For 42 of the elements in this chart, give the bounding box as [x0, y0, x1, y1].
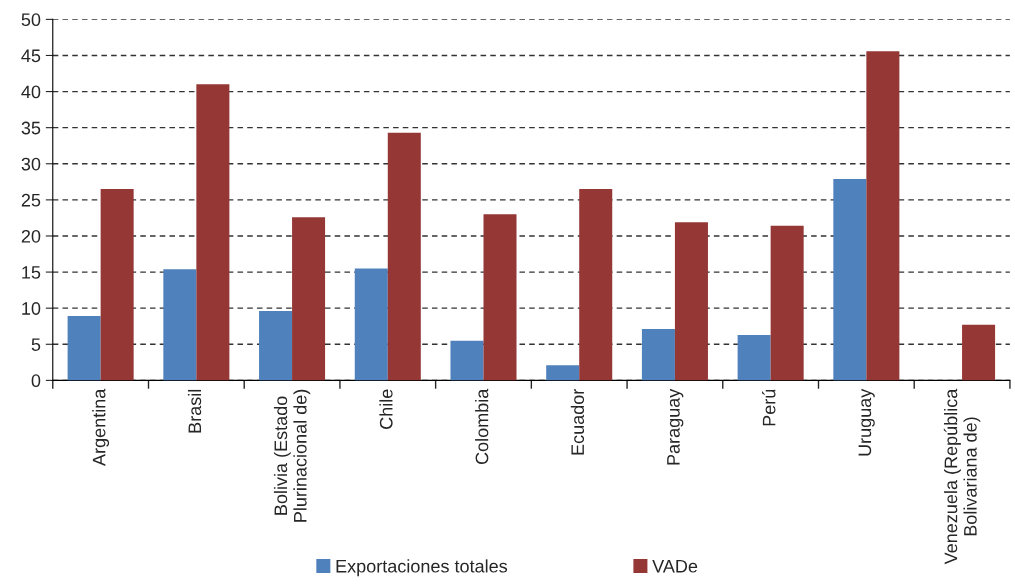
x-tick-label: Uruguay — [858, 388, 875, 456]
y-tick-label: 25 — [21, 193, 41, 207]
x-tick-label: Paraguay — [667, 388, 684, 465]
bar — [100, 189, 134, 381]
legend-label: Exportaciones totales — [336, 559, 508, 577]
x-tick-label: Venezuela (República Bolivariana de) — [943, 388, 981, 565]
y-tick-label: 5 — [31, 338, 41, 351]
y-tick-label: 0 — [31, 374, 41, 388]
y-tick-label: 35 — [21, 121, 41, 135]
y-tick-label: 15 — [22, 266, 41, 279]
y-tick-label: 30 — [21, 157, 41, 171]
bar — [354, 268, 388, 381]
bar — [387, 132, 421, 381]
x-tick-label: Perú — [762, 389, 776, 426]
x-tick-label: Brasil — [187, 389, 202, 433]
y-tick-label: 10 — [22, 302, 41, 315]
x-tick-label: Ecuador — [570, 389, 585, 455]
x-tick-label: Chile — [379, 389, 393, 429]
y-tick-label: 20 — [21, 229, 41, 243]
x-tick-label: Argentina — [92, 388, 110, 466]
bar — [483, 214, 517, 381]
bar — [641, 329, 675, 381]
bar — [833, 178, 867, 381]
bar — [67, 316, 101, 381]
bar — [737, 334, 771, 381]
bar — [196, 84, 230, 381]
bar — [450, 340, 484, 381]
bar — [962, 324, 996, 381]
y-tick-label: 45 — [21, 49, 41, 63]
bar — [579, 189, 613, 381]
bar — [770, 225, 804, 381]
x-tick-label: Bolivia (Estado Plurinacional de) — [273, 389, 311, 522]
bar — [259, 311, 293, 381]
bar — [546, 365, 580, 381]
legend-label: VADe — [652, 560, 698, 573]
y-tick-label: 50 — [21, 13, 41, 27]
bar — [866, 51, 900, 381]
y-tick-label: 40 — [21, 85, 41, 99]
x-tick-label: Colombia — [475, 388, 489, 465]
bar — [163, 269, 197, 381]
bar — [292, 217, 326, 381]
bar — [674, 222, 708, 381]
